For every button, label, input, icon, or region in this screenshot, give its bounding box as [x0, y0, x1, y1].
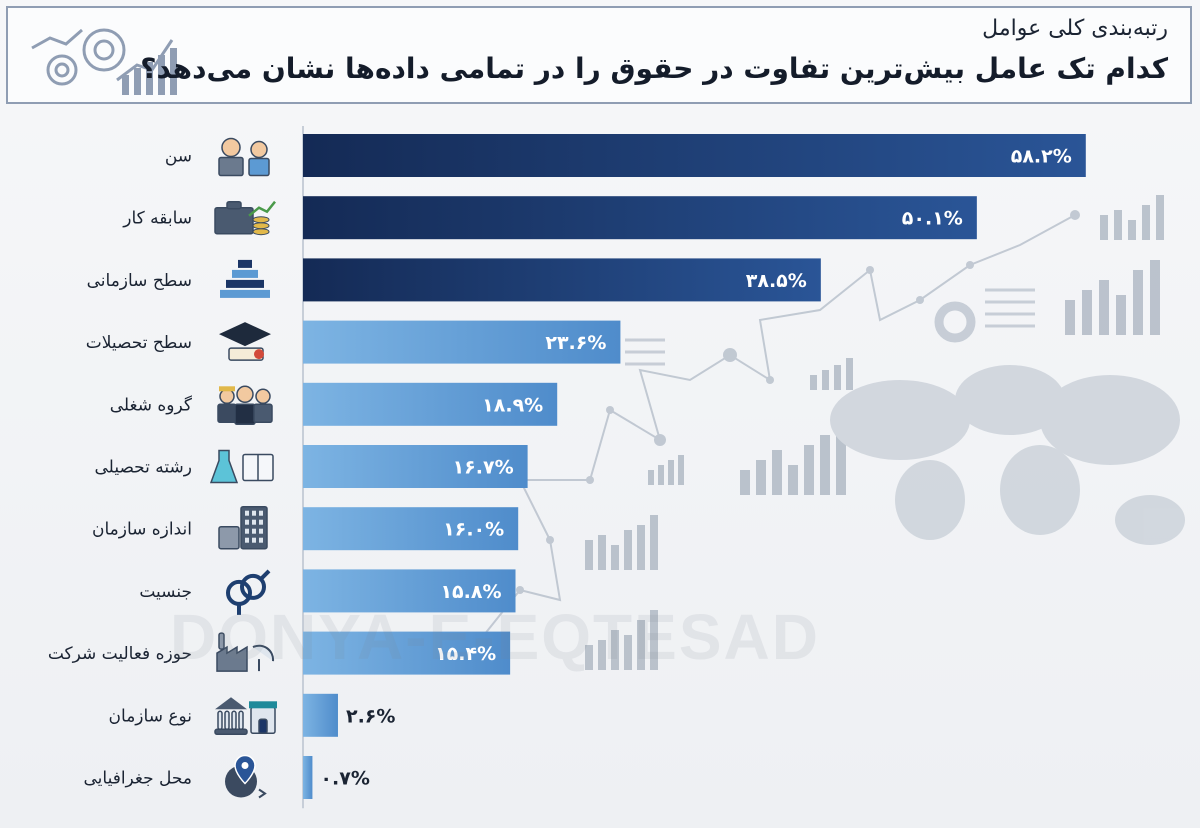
people-age-icon — [218, 137, 270, 177]
category-label: سطح تحصیلات — [86, 333, 192, 353]
legend-lines-icon — [625, 288, 1035, 366]
category-label: سن — [165, 147, 192, 167]
donut-chart-icon — [934, 301, 976, 343]
bar — [303, 134, 1086, 177]
buildings-icon — [218, 505, 268, 550]
data-label: ۱۶.۷% — [453, 457, 514, 479]
category-label: جنسیت — [139, 582, 192, 602]
bar — [303, 756, 313, 799]
data-label: ۵۰.۱% — [902, 208, 963, 230]
data-label: ۲۳.۶% — [545, 332, 606, 354]
factory-satellite-icon — [216, 632, 275, 672]
category-label: اندازه سازمان — [92, 520, 192, 540]
briefcase-coins-icon — [214, 200, 276, 236]
watermark: DONYA-E-EQTESAD — [170, 601, 820, 673]
bar — [303, 258, 821, 302]
flask-book-icon — [209, 449, 274, 484]
globe-pin-icon — [225, 754, 267, 799]
data-label: ۰.۷% — [320, 768, 369, 790]
category-label: سابقه کار — [122, 209, 192, 229]
bar — [303, 196, 977, 240]
bar — [303, 507, 519, 551]
bar — [303, 445, 528, 488]
workers-icon — [217, 385, 273, 426]
data-label: ۲.۶% — [346, 705, 395, 727]
bar — [303, 631, 511, 675]
category-label: محل جغرافیایی — [83, 769, 192, 789]
data-label: ۳۸.۵% — [746, 270, 807, 292]
network-line-icon — [479, 214, 1076, 641]
category-label: گروه شغلی — [110, 394, 193, 415]
category-label: سطح سازمانی — [87, 271, 192, 291]
category-label: حوزه فعالیت شرکت — [48, 644, 192, 664]
pyramid-icon — [220, 259, 270, 298]
bar-chart: ۵۸.۲% سن ۵۰.۱% سابقه کار ۳۸.۵% سطح سازمانی ۲۳.… — [48, 126, 1086, 809]
header: رتبه‌بندی کلی عوامل کدام تک عامل بیش‌تری… — [6, 6, 1192, 104]
bank-shop-icon — [214, 697, 277, 736]
bar — [303, 320, 621, 364]
chart-title: رتبه‌بندی کلی عوامل — [982, 16, 1168, 41]
category-label: رشته تحصیلی — [95, 458, 192, 478]
data-label: ۱۵.۸% — [440, 581, 501, 603]
bar — [303, 382, 558, 426]
background-decoration — [479, 195, 1185, 670]
data-label: ۱۸.۹% — [482, 394, 543, 416]
gender-icon — [226, 569, 271, 615]
graduation-cap-icon — [219, 322, 271, 361]
world-map-icon — [830, 365, 1185, 545]
gear-chart-icon — [31, 28, 177, 95]
chart-subtitle: کدام تک عامل بیش‌ترین تفاوت در حقوق را د… — [140, 52, 1168, 85]
bar — [303, 569, 516, 613]
category-label: نوع سازمان — [109, 706, 192, 726]
bar — [303, 693, 338, 737]
data-label: ۵۸.۲% — [1011, 146, 1072, 168]
data-label: ۱۵.۴% — [435, 643, 496, 665]
data-label: ۱۶.۰% — [443, 519, 504, 541]
mini-bar-chart-icon — [585, 195, 1164, 670]
